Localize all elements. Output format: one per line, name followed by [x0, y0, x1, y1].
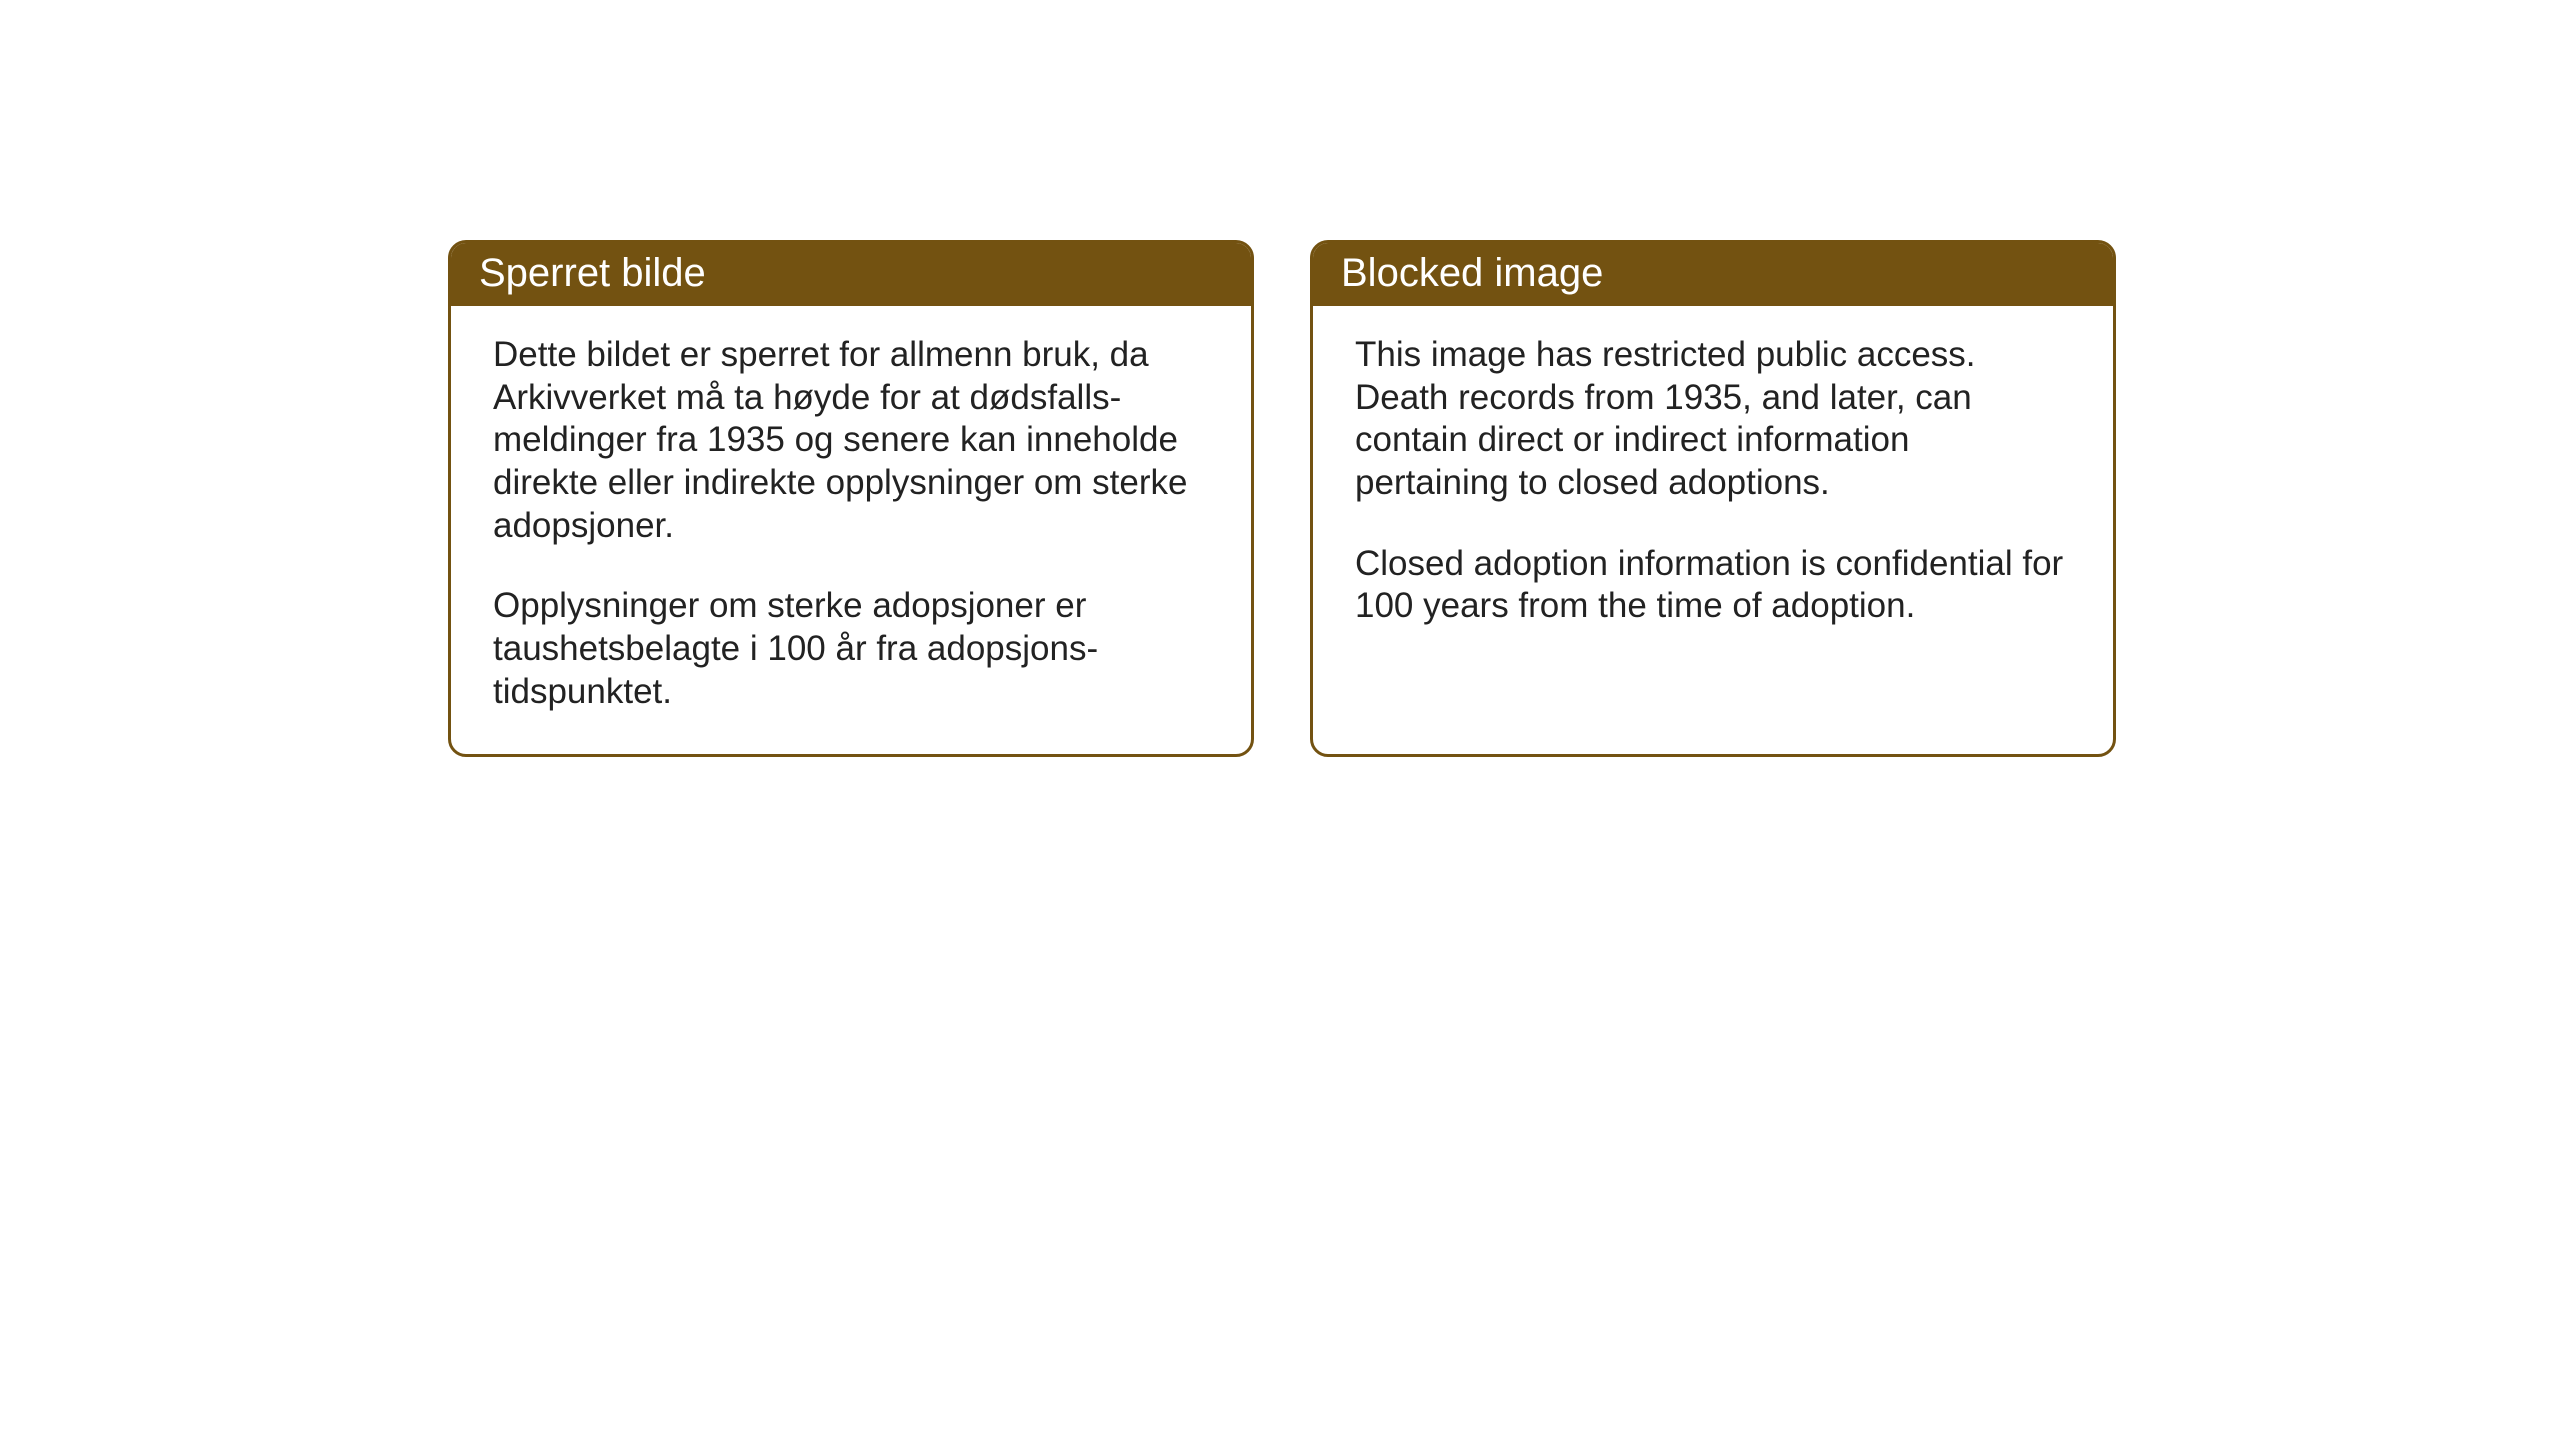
card-paragraph1-english: This image has restricted public access.… [1355, 334, 2071, 505]
cards-row: Sperret bilde Dette bildet er sperret fo… [448, 240, 2116, 757]
card-paragraph2-english: Closed adoption information is confident… [1355, 543, 2071, 628]
notice-container: Sperret bilde Dette bildet er sperret fo… [448, 240, 2116, 757]
card-body-english: This image has restricted public access.… [1313, 306, 2113, 754]
card-body-norwegian: Dette bildet er sperret for allmenn bruk… [451, 306, 1251, 754]
notice-card-english: Blocked image This image has restricted … [1310, 240, 2116, 757]
card-header-english: Blocked image [1313, 243, 2113, 306]
card-paragraph2-norwegian: Opplysninger om sterke adopsjoner er tau… [493, 585, 1209, 713]
notice-card-norwegian: Sperret bilde Dette bildet er sperret fo… [448, 240, 1254, 757]
card-paragraph1-norwegian: Dette bildet er sperret for allmenn bruk… [493, 334, 1209, 547]
card-title-english: Blocked image [1341, 251, 1603, 295]
card-title-norwegian: Sperret bilde [479, 251, 706, 295]
card-header-norwegian: Sperret bilde [451, 243, 1251, 306]
